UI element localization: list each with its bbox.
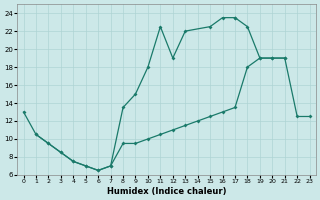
X-axis label: Humidex (Indice chaleur): Humidex (Indice chaleur) [107,187,226,196]
